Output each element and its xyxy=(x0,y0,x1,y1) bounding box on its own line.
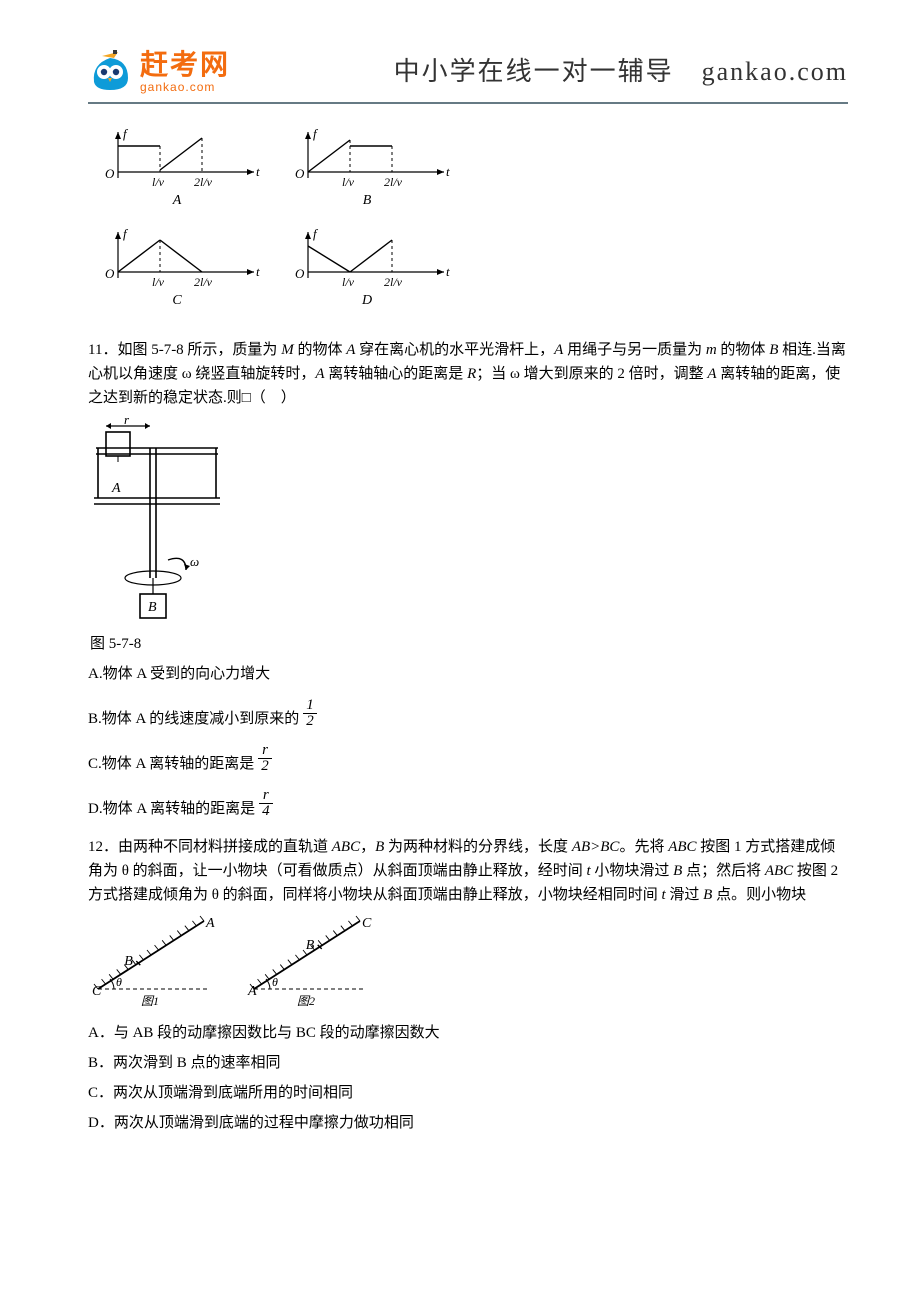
svg-text:2l/v: 2l/v xyxy=(384,275,403,289)
q12-fig2: θ C B A 图2 xyxy=(246,915,376,1015)
graph-B: f t Ol/v 2l/v B xyxy=(284,124,464,214)
q12-stem: 12．由两种不同材料拼接成的直轨道 ABC，B 为两种材料的分界线，长度 AB>… xyxy=(88,835,848,907)
svg-text:l/v: l/v xyxy=(342,275,355,289)
svg-text:O: O xyxy=(105,166,115,181)
graph-C: f t Ol/v 2l/v C xyxy=(94,224,274,314)
q12-option-C: C．两次从顶端滑到底端所用的时间相同 xyxy=(88,1081,848,1105)
svg-text:O: O xyxy=(295,166,305,181)
graph-D: f t Ol/v 2l/v D xyxy=(284,224,464,314)
svg-text:ω: ω xyxy=(190,554,199,569)
svg-text:A: A xyxy=(205,916,215,931)
svg-text:O: O xyxy=(295,266,305,281)
figure-5-7-8: rAωB xyxy=(90,418,848,630)
q12-option-A: A．与 AB 段的动摩擦因数比与 BC 段的动摩擦因数大 xyxy=(88,1021,848,1045)
logo-text-en: gankao.com xyxy=(140,81,230,94)
svg-text:2l/v: 2l/v xyxy=(194,175,213,189)
svg-text:t: t xyxy=(256,264,260,279)
svg-text:t: t xyxy=(446,264,450,279)
svg-text:B: B xyxy=(148,600,157,615)
svg-text:O: O xyxy=(105,266,115,281)
logo: 赶考网 gankao.com xyxy=(88,50,230,94)
svg-text:l/v: l/v xyxy=(342,175,355,189)
logo-text-cn: 赶考网 xyxy=(140,50,230,81)
svg-text:θ: θ xyxy=(272,975,278,989)
svg-text:A: A xyxy=(172,193,182,208)
q11-stem: 11．如图 5-7-8 所示，质量为 M 的物体 A 穿在离心机的水平光滑杆上，… xyxy=(88,338,848,410)
q12-figures: θABC图1 θCBA图2 xyxy=(90,915,848,1015)
svg-text:B: B xyxy=(363,193,372,208)
svg-text:B: B xyxy=(124,954,133,969)
svg-text:C: C xyxy=(92,984,102,999)
q11-option-A: A.物体 A 受到的向心力增大 xyxy=(88,662,848,686)
q11-option-B: B.物体 A 的线速度减小到原来的 12 xyxy=(88,700,848,731)
svg-text:A: A xyxy=(111,481,121,496)
q11-option-C: C.物体 A 离转轴的距离是 r2 xyxy=(88,745,848,776)
svg-text:图1: 图1 xyxy=(141,994,159,1007)
svg-text:f: f xyxy=(123,126,129,141)
page-header: 赶考网 gankao.com 中小学在线一对一辅导 gankao.com xyxy=(88,20,848,104)
svg-text:C: C xyxy=(362,916,372,931)
svg-text:2l/v: 2l/v xyxy=(194,275,213,289)
svg-text:t: t xyxy=(446,164,450,179)
svg-text:B: B xyxy=(306,938,315,953)
svg-text:θ: θ xyxy=(116,975,122,989)
q12-fig1: θ A B C 图1 xyxy=(90,915,220,1015)
ft-graphs: f t Ol/v 2l/v A f t Ol/v 2l/v B f t Ol/v 2l/v C f t Ol… xyxy=(94,124,848,314)
fig-5-7-8-caption: 图 5-7-8 xyxy=(90,632,848,656)
svg-text:l/v: l/v xyxy=(152,275,165,289)
graph-A: f t Ol/v 2l/v A xyxy=(94,124,274,214)
svg-text:f: f xyxy=(123,226,129,241)
svg-text:l/v: l/v xyxy=(152,175,165,189)
svg-text:2l/v: 2l/v xyxy=(384,175,403,189)
q11-option-D: D.物体 A 离转轴的距离是 r4 xyxy=(88,790,848,821)
svg-text:图2: 图2 xyxy=(297,994,315,1007)
header-slogan: 中小学在线一对一辅导 gankao.com xyxy=(394,51,848,93)
q12-option-D: D．两次从顶端滑到底端的过程中摩擦力做功相同 xyxy=(88,1111,848,1135)
svg-text:D: D xyxy=(361,293,372,308)
svg-text:f: f xyxy=(313,126,319,141)
svg-text:A: A xyxy=(247,984,257,999)
q12-option-B: B．两次滑到 B 点的速率相同 xyxy=(88,1051,848,1075)
svg-text:f: f xyxy=(313,226,319,241)
owl-icon xyxy=(88,50,134,94)
svg-text:C: C xyxy=(172,293,182,308)
svg-text:t: t xyxy=(256,164,260,179)
